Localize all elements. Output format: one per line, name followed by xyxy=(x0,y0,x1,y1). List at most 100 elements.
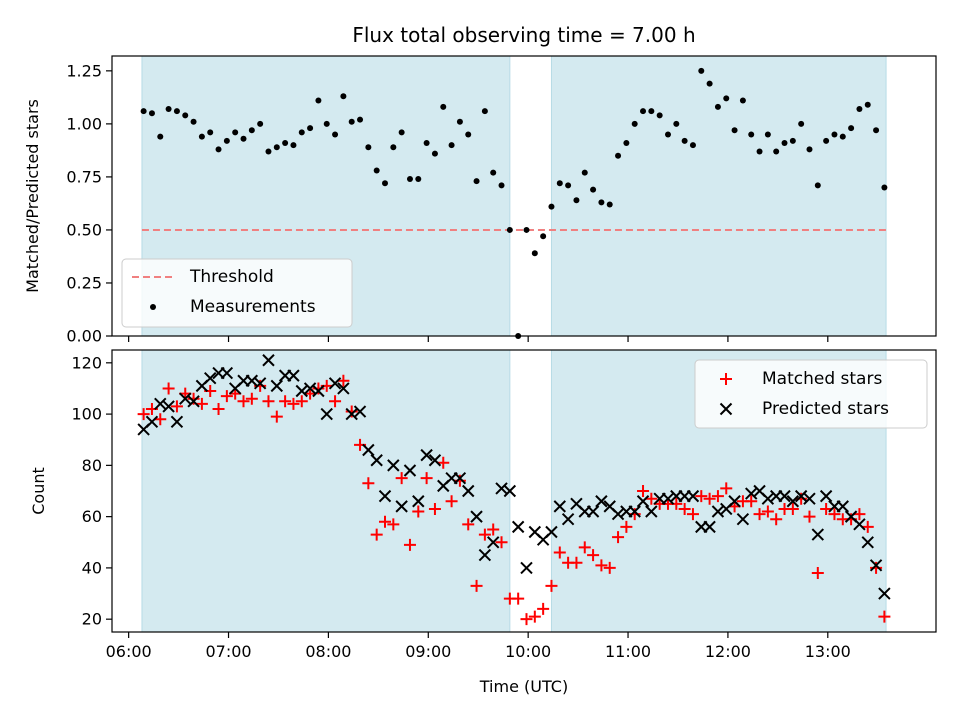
predicted-star-point xyxy=(686,489,700,503)
predicted-star-point xyxy=(262,354,275,367)
measurement-point xyxy=(723,95,730,102)
measurement-point xyxy=(789,137,796,144)
predicted-star-point xyxy=(370,454,383,467)
matched-star-point xyxy=(453,474,466,487)
y-tick-label: 20 xyxy=(82,610,102,629)
matched-star-point xyxy=(512,592,525,605)
matched-star-point xyxy=(761,505,774,518)
matched-star-point xyxy=(861,520,874,533)
matched-star-point xyxy=(395,472,408,485)
measurement-point xyxy=(481,108,488,115)
matched-star-point xyxy=(495,536,508,549)
matched-star-point xyxy=(245,392,258,405)
predicted-star-point xyxy=(245,374,259,387)
measurement-point xyxy=(631,120,638,127)
measurement-point xyxy=(506,226,513,233)
matched-star-point xyxy=(329,395,342,408)
legend-predicted-label: Predicted stars xyxy=(762,399,889,419)
predicted-star-point xyxy=(362,443,375,457)
measurement-point xyxy=(706,80,713,87)
measurement-point xyxy=(764,131,771,138)
measurement-point xyxy=(623,139,630,146)
measurement-point xyxy=(190,118,197,125)
y-tick-label: 40 xyxy=(82,558,102,577)
matched-star-point xyxy=(387,518,400,531)
predicted-star-point xyxy=(287,369,300,382)
matched-star-point xyxy=(612,531,625,544)
matched-star-point xyxy=(578,541,591,554)
measurement-point xyxy=(781,139,788,146)
legend: Matched stars Predicted stars xyxy=(694,359,928,429)
measurement-point xyxy=(382,180,389,187)
predicted-star-point xyxy=(303,382,317,395)
matched-star-point xyxy=(795,492,808,505)
predicted-star-point xyxy=(320,407,333,421)
matched-star-point xyxy=(295,395,308,408)
measurement-point xyxy=(881,184,888,191)
predicted-star-point xyxy=(495,482,508,495)
matched-star-point xyxy=(345,405,358,418)
measurement-point xyxy=(798,120,805,127)
x-tick-label: 08:00 xyxy=(305,642,351,661)
measurement-point xyxy=(257,120,264,127)
measurement-point xyxy=(748,131,755,138)
matched-star-point xyxy=(528,610,541,623)
chart-title: Flux total observing time = 7.00 h xyxy=(352,23,695,47)
matched-star-point xyxy=(695,490,708,503)
predicted-star-point xyxy=(520,561,533,575)
measurement-point xyxy=(456,118,463,125)
measurement-point xyxy=(165,106,172,113)
predicted-star-point xyxy=(661,492,675,505)
measurement-point xyxy=(731,127,738,134)
measurement-point xyxy=(656,112,663,119)
measurement-point xyxy=(856,106,863,113)
matched-star-point xyxy=(237,395,250,408)
series-dot-markers xyxy=(140,67,888,339)
matched-star-point xyxy=(678,502,691,515)
axes-frame xyxy=(111,349,937,633)
matched-star-point xyxy=(262,395,275,408)
measurement-point xyxy=(207,129,214,136)
legend-predicted-swatch xyxy=(719,402,733,416)
predicted-star-point xyxy=(836,500,849,513)
matched-star-point xyxy=(287,397,300,410)
predicted-star-point xyxy=(345,407,358,421)
measurement-point xyxy=(173,108,180,115)
measurement-point xyxy=(773,148,780,155)
matched-star-point xyxy=(753,508,766,521)
predicted-star-point xyxy=(470,510,483,523)
matched-star-point xyxy=(553,546,566,559)
predicted-star-point xyxy=(478,548,492,562)
predicted-star-point xyxy=(378,489,392,503)
predicted-star-point xyxy=(511,520,525,534)
measurement-point xyxy=(615,152,622,159)
measurement-point xyxy=(148,110,155,117)
matched-star-point xyxy=(187,392,200,405)
measurement-point xyxy=(240,135,247,142)
predicted-star-point xyxy=(353,405,367,418)
measurement-point xyxy=(465,131,472,138)
predicted-star-point xyxy=(395,500,408,513)
matched-star-point xyxy=(362,477,375,490)
y-tick-label: 60 xyxy=(82,507,102,526)
matched-star-point xyxy=(603,561,616,574)
predicted-star-point xyxy=(462,484,475,498)
predicted-star-point xyxy=(811,528,825,541)
measurement-point xyxy=(864,101,871,108)
measurement-point xyxy=(157,133,164,140)
legend: Threshold Measurements xyxy=(121,258,353,328)
measurement-point xyxy=(315,97,322,104)
x-tick-label: 12:00 xyxy=(705,642,751,661)
measurement-point xyxy=(556,180,563,187)
matched-star-point xyxy=(428,502,441,515)
predicted-star-point xyxy=(162,400,175,413)
measurement-point xyxy=(448,142,455,149)
matched-star-point xyxy=(711,490,724,503)
matched-star-point xyxy=(637,485,650,497)
y-tick-label: 0.25 xyxy=(66,273,102,292)
predicted-star-point xyxy=(878,587,891,600)
legend-measurements-label: Measurements xyxy=(190,297,316,317)
measurement-point xyxy=(198,133,205,140)
y-axis-label: Count xyxy=(29,467,48,515)
